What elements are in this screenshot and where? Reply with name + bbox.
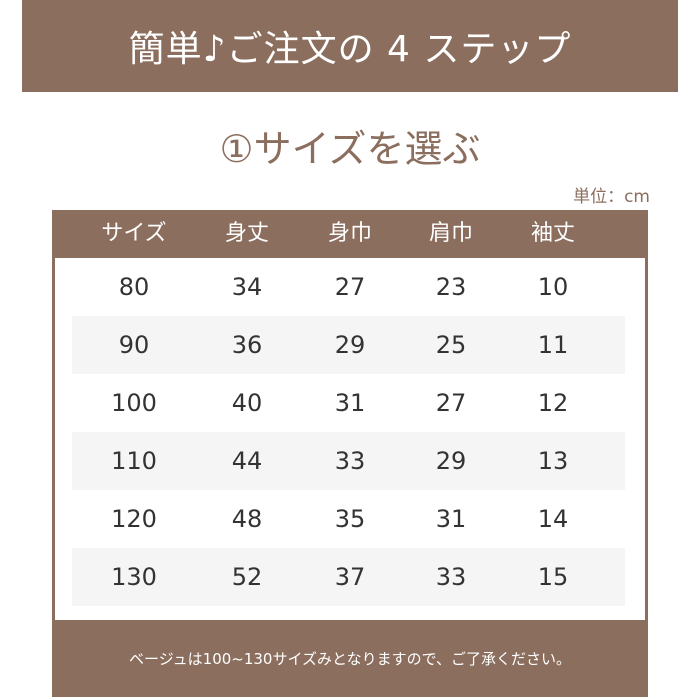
table-cell: 23 [435, 273, 467, 301]
table-cell: 35 [334, 505, 366, 533]
table-cell: 11 [537, 331, 569, 359]
table-cell: 31 [435, 505, 467, 533]
table-cell: 25 [435, 331, 467, 359]
table-row: 120 48 35 31 14 [72, 490, 625, 548]
table-cell: 33 [334, 447, 366, 475]
table-cell: 44 [231, 447, 263, 475]
column-header: 身丈 [224, 221, 269, 246]
table-cell: 29 [334, 331, 366, 359]
table-cell: 120 [111, 505, 157, 533]
header-banner: 簡単♪ご注文の 4 ステップ [22, 0, 678, 92]
table-cell: 48 [231, 505, 263, 533]
table-cell: 100 [111, 389, 157, 417]
table-cell: 27 [334, 273, 366, 301]
table-cell: 110 [111, 447, 157, 475]
note-text: ベージュは100~130サイズみとなりますので、ご了承ください。 [129, 650, 571, 668]
unit-label: 単位：cm [573, 187, 650, 207]
table-cell: 52 [231, 563, 263, 591]
table-cell: 29 [435, 447, 467, 475]
column-header: 袖丈 [530, 221, 575, 246]
banner-title: 簡単♪ご注文の 4 ステップ [128, 29, 572, 70]
table-cell: 14 [537, 505, 569, 533]
table-row: 100 40 31 27 12 [72, 374, 625, 432]
table-cell: 10 [537, 273, 569, 301]
table-cell: 13 [537, 447, 569, 475]
table-row: 80 34 27 23 10 [72, 258, 625, 316]
table-cell: 130 [111, 563, 157, 591]
column-header: 身巾 [327, 221, 372, 246]
table-row: 110 44 33 29 13 [72, 432, 625, 490]
table-cell: 37 [334, 563, 366, 591]
table-cell: 34 [231, 273, 263, 301]
table-cell: 80 [118, 273, 150, 301]
table-cell: 36 [231, 331, 263, 359]
table-cell: 33 [435, 563, 467, 591]
table-cell: 31 [334, 389, 366, 417]
table-cell: 27 [435, 389, 467, 417]
table-body: 80 34 27 23 10 90 36 29 25 11 100 40 31 27 12 110 44 33 29… [55, 258, 645, 620]
step-title: ①サイズを選ぶ [219, 127, 481, 171]
size-table: サイズ 身丈 身巾 肩巾 袖丈 80 34 27 23 10 90 36 29 25 11 100 40 31 2… [52, 210, 648, 697]
column-header: サイズ [101, 221, 167, 246]
table-cell: 40 [231, 389, 263, 417]
table-cell: 15 [537, 563, 569, 591]
table-cell: 12 [537, 389, 569, 417]
table-note: ベージュは100~130サイズみとなりますので、ご了承ください。 [52, 620, 648, 697]
table-row: 90 36 29 25 11 [72, 316, 625, 374]
column-header: 肩巾 [428, 221, 473, 246]
table-cell: 90 [118, 331, 150, 359]
table-header: サイズ 身丈 身巾 肩巾 袖丈 [52, 210, 648, 258]
table-row: 130 52 37 33 15 [72, 548, 625, 606]
